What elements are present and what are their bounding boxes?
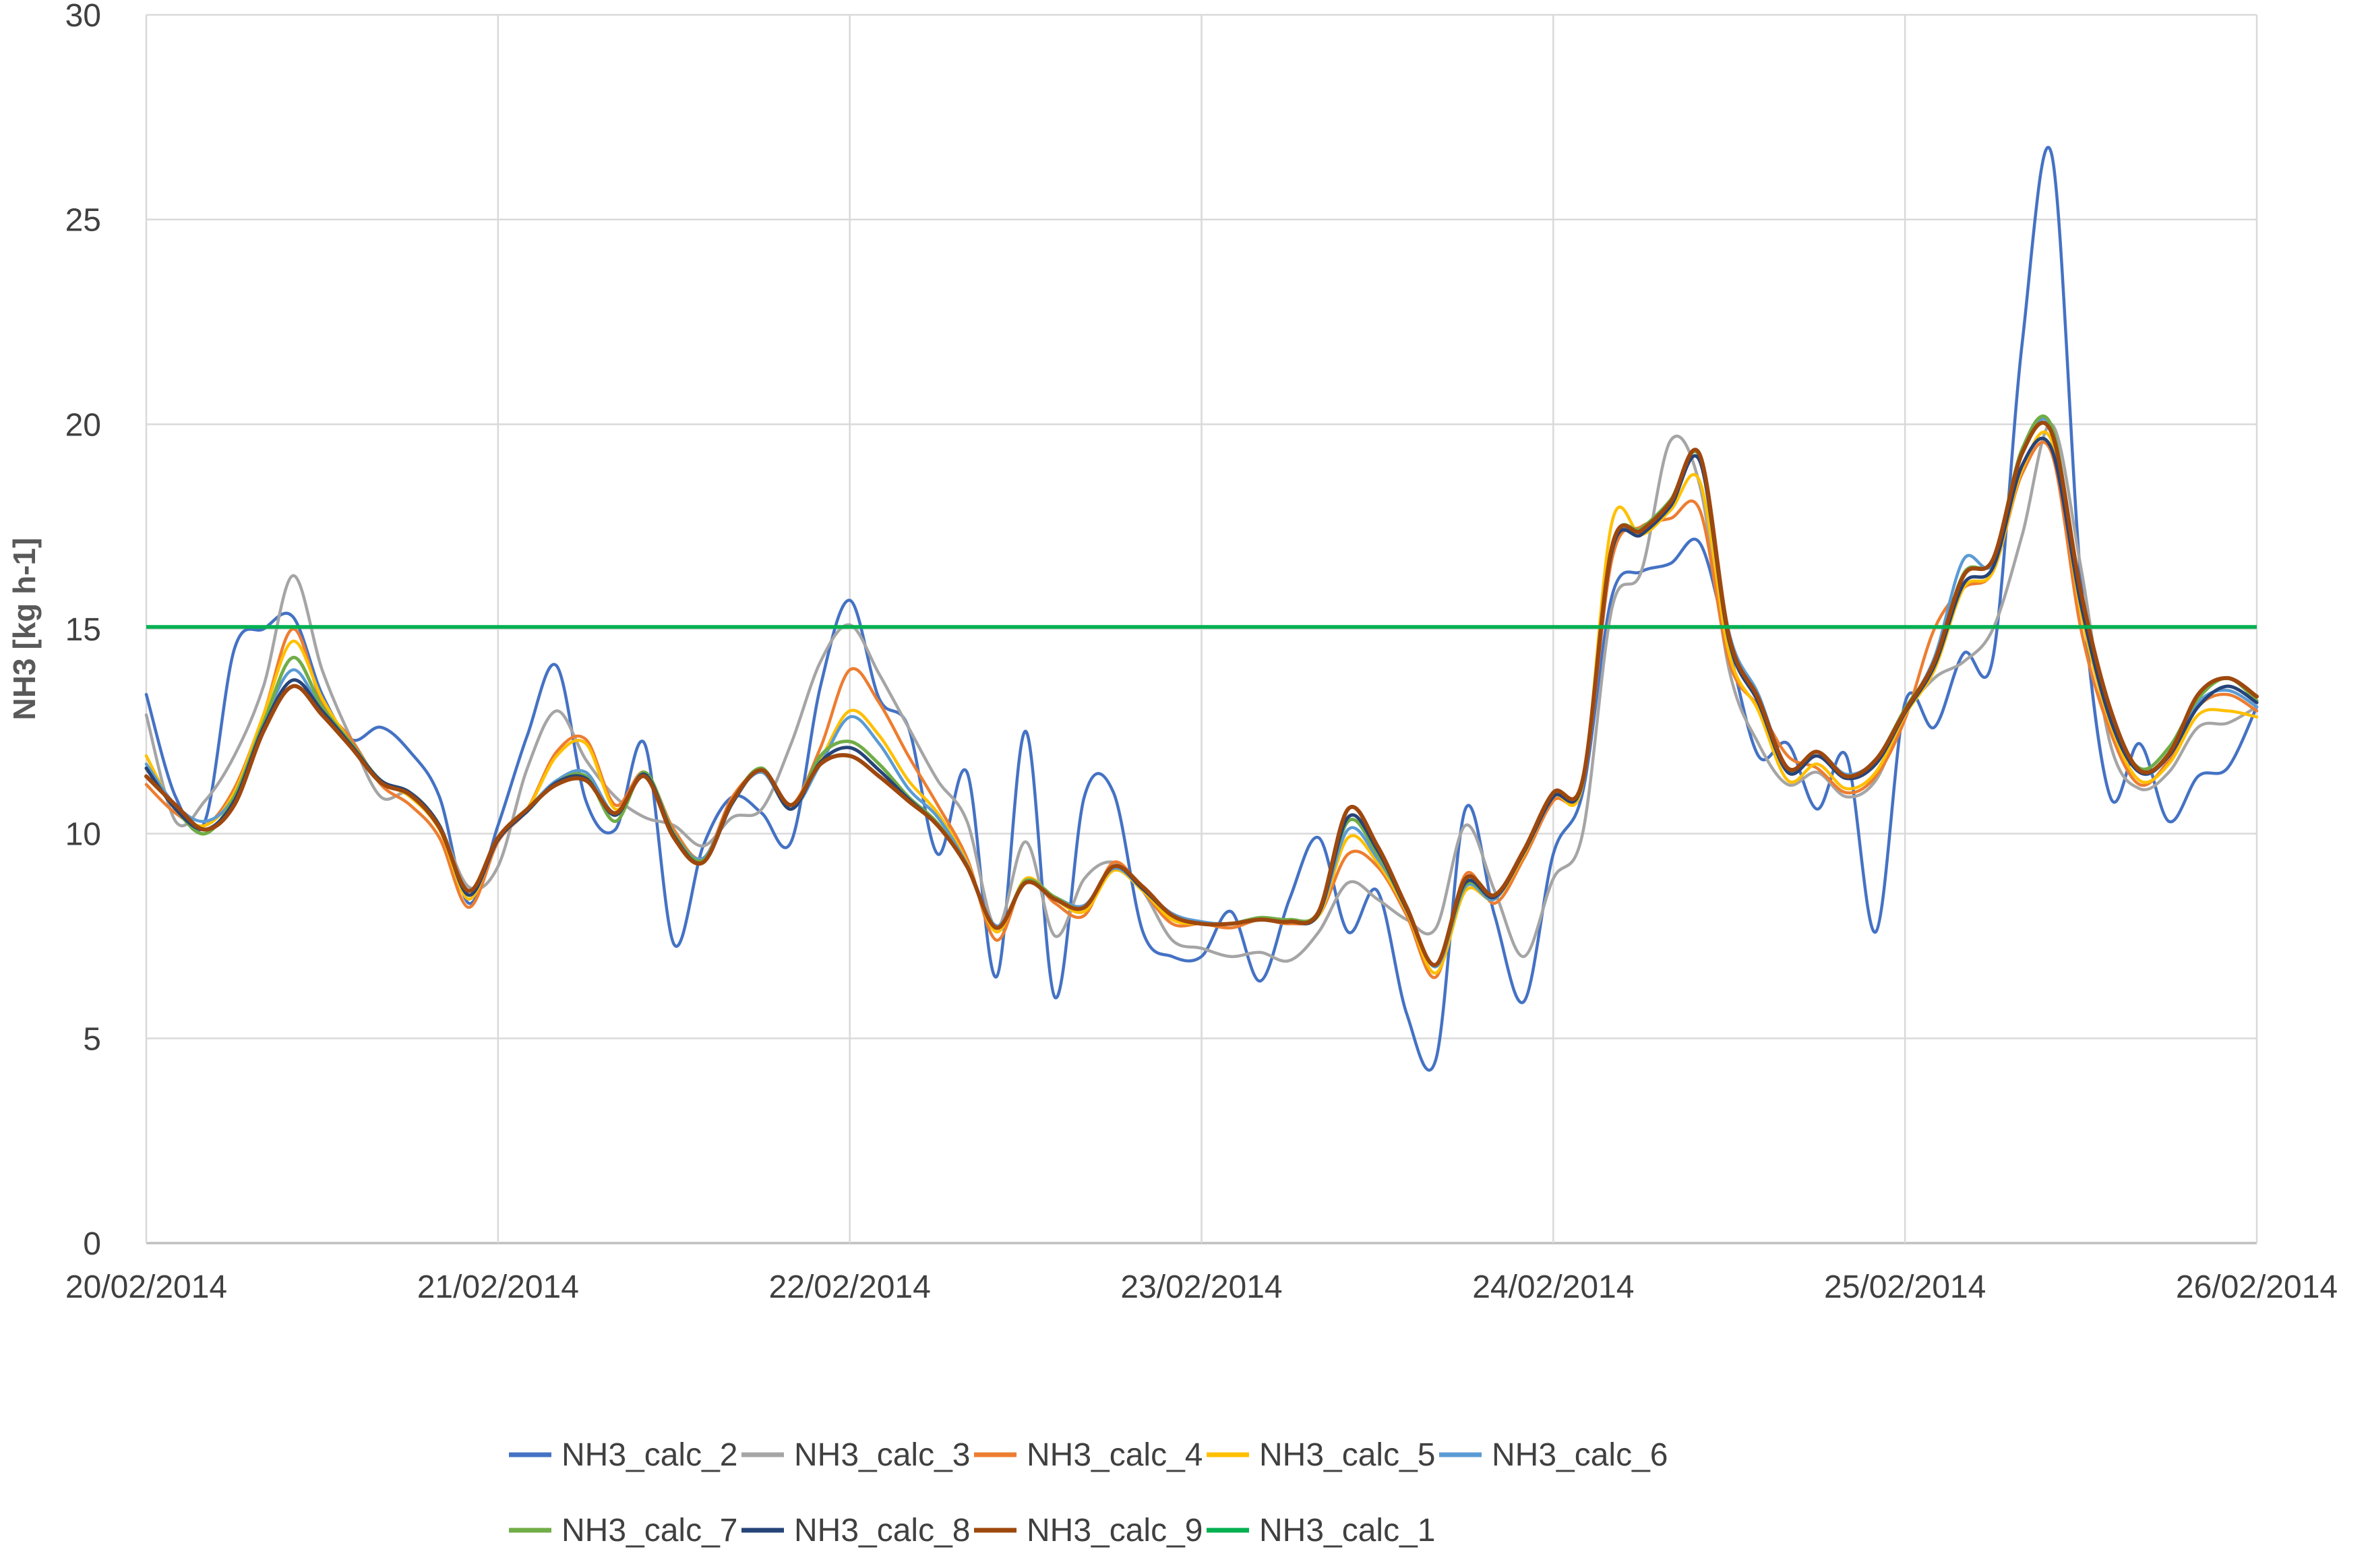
x-tick-label: 20/02/2014 (65, 1269, 227, 1305)
x-tick-label: 24/02/2014 (1472, 1269, 1634, 1305)
y-axis-title: NH3 [kg h-1] (7, 538, 42, 721)
x-tick-label: 25/02/2014 (1824, 1269, 1986, 1305)
legend-item-NH3_calc_3: NH3_calc_3 (741, 1437, 970, 1473)
legend-item-NH3_calc_7: NH3_calc_7 (509, 1513, 737, 1548)
x-tick-label: 23/02/2014 (1120, 1269, 1282, 1305)
y-tick-label: 0 (83, 1226, 101, 1262)
y-tick-label: 10 (65, 817, 101, 853)
legend-label: NH3_calc_1 (1259, 1513, 1435, 1548)
legend-item-NH3_calc_6: NH3_calc_6 (1439, 1437, 1668, 1473)
legend-item-NH3_calc_9: NH3_calc_9 (974, 1513, 1203, 1548)
legend-label: NH3_calc_8 (794, 1513, 970, 1548)
y-tick-label: 25 (65, 203, 101, 239)
y-tick-label: 15 (65, 612, 101, 648)
legend-label: NH3_calc_7 (561, 1513, 737, 1548)
legend-label: NH3_calc_2 (561, 1437, 737, 1473)
x-tick-label: 22/02/2014 (769, 1269, 931, 1305)
legend-item-NH3_calc_2: NH3_calc_2 (509, 1437, 737, 1473)
chart-legend: NH3_calc_2 NH3_calc_3 NH3_calc_4 NH3_calc_5… (509, 1437, 1668, 1548)
legend-label: NH3_calc_6 (1492, 1437, 1668, 1473)
legend-item-NH3_calc_5: NH3_calc_5 (1207, 1437, 1435, 1473)
y-tick-label: 20 (65, 407, 101, 443)
legend-label: NH3_calc_4 (1027, 1437, 1203, 1473)
legend-label: NH3_calc_5 (1259, 1437, 1435, 1473)
y-tick-label: 5 (83, 1021, 101, 1057)
y-axis-tick-labels: 0 5 10 15 20 25 30 (65, 0, 101, 1262)
series-line-NH3_calc_9 (144, 421, 2259, 967)
x-axis-tick-labels: 20/02/2014 21/02/2014 22/02/2014 23/02/2014… (65, 1269, 2338, 1305)
gridlines (145, 13, 2258, 1244)
legend-item-NH3_calc_4: NH3_calc_4 (974, 1437, 1203, 1473)
legend-label: NH3_calc_9 (1027, 1513, 1203, 1548)
x-tick-label: 26/02/2014 (2176, 1269, 2338, 1305)
y-tick-label: 30 (65, 0, 101, 34)
legend-item-NH3_calc_8: NH3_calc_8 (741, 1513, 970, 1548)
x-tick-label: 21/02/2014 (417, 1269, 579, 1305)
legend-item-NH3_calc_1: NH3_calc_1 (1207, 1513, 1435, 1548)
series-lines (144, 146, 2259, 1072)
legend-label: NH3_calc_3 (794, 1437, 970, 1473)
